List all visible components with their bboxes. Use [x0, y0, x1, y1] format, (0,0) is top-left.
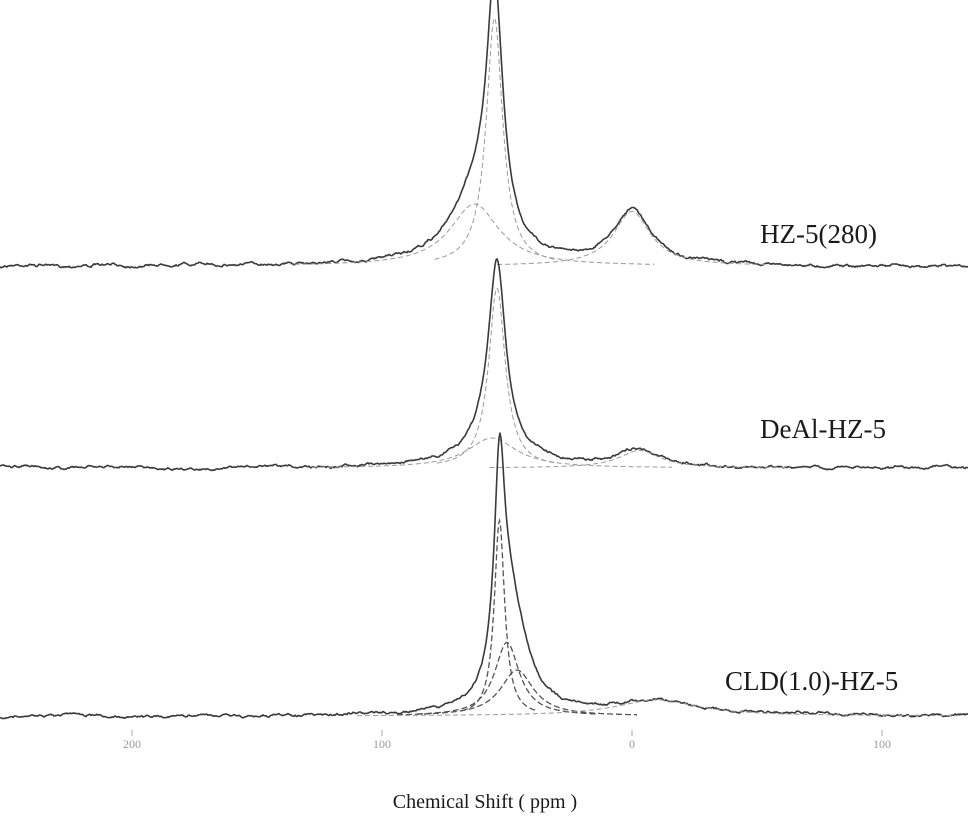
- fit-component-1-3: [497, 210, 767, 265]
- spectrum-label-1: HZ-5(280): [760, 219, 877, 249]
- fit-component-3-1: [461, 517, 538, 712]
- fit-component-1-2: [294, 203, 655, 265]
- x-tick-label-1: 200: [123, 737, 141, 751]
- spectrum-trace-2: [0, 258, 968, 472]
- x-axis-label: Chemical Shift ( ppm ): [393, 791, 577, 813]
- spectrum-labels: HZ-5(280) DeAl-HZ-5 CLD(1.0)-HZ-5: [725, 219, 898, 696]
- x-tick-label-2: 100: [373, 737, 391, 751]
- fit-component-2-1: [436, 287, 558, 464]
- spectrum-label-2: DeAl-HZ-5: [760, 414, 886, 444]
- x-tick-label-4: 100: [873, 737, 891, 751]
- fit-component-1-1: [434, 16, 555, 260]
- spectrum-label-3: CLD(1.0)-HZ-5: [725, 666, 898, 696]
- fit-component-3-4: [357, 699, 957, 717]
- x-axis-ticks: 200 100 0 100: [123, 730, 891, 751]
- fit-component-3-3: [396, 669, 638, 716]
- fit-component-2-3: [489, 450, 790, 468]
- spectra-traces: [0, 0, 968, 720]
- fit-component-2-2: [312, 437, 672, 468]
- spectrum-trace-3: [0, 432, 968, 720]
- x-tick-label-3: 0: [629, 737, 635, 751]
- fit-component-3-2: [417, 641, 597, 715]
- spectrum-trace-1: [0, 0, 968, 269]
